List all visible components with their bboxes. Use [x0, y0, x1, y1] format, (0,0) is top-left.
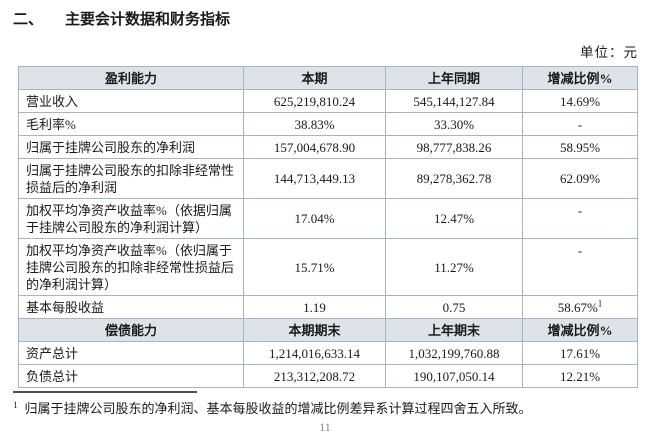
current-period-cell: 17.04% [243, 198, 386, 239]
table-row: 基本每股收益 1.19 0.75 58.67%1 [18, 295, 638, 319]
indicator-label-cell: 加权平均净资产收益率%（依归属于挂牌公司股东的扣除非经常性损益后的净利润计算） [18, 238, 244, 296]
footnote-divider [13, 391, 197, 393]
table-row: 资产总计 1,214,016,633.14 1,032,199,760.88 17.6… [18, 341, 638, 365]
prior-period-cell: 12.47% [385, 198, 523, 239]
table-header-cell: 增减比例% [522, 66, 638, 90]
current-period-cell: 1,214,016,633.14 [243, 341, 386, 365]
current-period-cell: 1.19 [243, 295, 386, 319]
indicator-label-cell: 营业收入 [18, 89, 244, 113]
prior-period-cell: 0.75 [385, 295, 523, 319]
prior-period-cell: 1,032,199,760.88 [385, 341, 523, 365]
footnote: 1 归属于挂牌公司股东的净利润、基本每股收益的增减比例差异系计算过程四舍五入所致。 [13, 398, 638, 417]
table-row: 营业收入 625,219,810.24 545,144,127.84 14.69% [18, 89, 638, 113]
indicator-label-cell: 基本每股收益 [18, 295, 244, 319]
unit-label: 单位：元 [580, 45, 638, 60]
page-number: 11 [319, 420, 331, 434]
footnote-reference: 1 [597, 298, 603, 309]
indicator-label-cell: 加权平均净资产收益率%（依据归属于挂牌公司股东的净利润计算） [18, 198, 244, 239]
indicator-label-cell: 归属于挂牌公司股东的净利润 [18, 135, 244, 159]
financial-indicators-table: 盈利能力 本期 上年同期 增减比例% 营业收入 625,219,810.24 545,144… [18, 66, 638, 388]
indicator-label-cell: 归属于挂牌公司股东的扣除非经常性损益后的净利润 [18, 158, 244, 199]
prior-period-cell: 545,144,127.84 [385, 89, 523, 113]
table-header-cell: 本期 [243, 66, 386, 90]
prior-period-cell: 190,107,050.14 [385, 364, 523, 388]
table-row: 毛利率% 38.83% 33.30% - [18, 112, 638, 136]
table-header-row: 偿债能力 本期期末 上年期末 增减比例% [18, 318, 638, 342]
change-ratio-cell: 14.69% [522, 89, 638, 113]
prior-period-cell: 89,278,362.78 [385, 158, 523, 199]
indicator-label-cell: 毛利率% [18, 112, 244, 136]
table-header-cell: 上年同期 [385, 66, 523, 90]
table-header-cell: 上年期末 [385, 318, 523, 342]
footnote-text: 归属于挂牌公司股东的净利润、基本每股收益的增减比例差异系计算过程四舍五入所致。 [24, 401, 532, 416]
change-ratio-cell: - [522, 198, 638, 239]
current-period-cell: 38.83% [243, 112, 386, 136]
change-ratio-cell: 58.67%1 [522, 295, 638, 319]
current-period-cell: 144,713,449.13 [243, 158, 386, 199]
table-row: 负债总计 213,312,208.72 190,107,050.14 12.21% [18, 364, 638, 388]
table-row: 加权平均净资产收益率%（依据归属于挂牌公司股东的净利润计算） 17.04% 12.4… [18, 198, 638, 239]
current-period-cell: 15.71% [243, 238, 386, 296]
change-ratio-cell: - [522, 238, 638, 296]
section-number: 二、 [13, 11, 44, 28]
footnote-marker: 1 [13, 399, 18, 410]
change-ratio-cell: 12.21% [522, 364, 638, 388]
table-header-cell: 偿债能力 [18, 318, 244, 342]
table-header-cell: 增减比例% [522, 318, 638, 342]
section-title: 二、 主要会计数据和财务指标 [13, 8, 230, 29]
indicator-label-cell: 资产总计 [18, 341, 244, 365]
table-row: 归属于挂牌公司股东的扣除非经常性损益后的净利润 144,713,449.13 89,… [18, 158, 638, 199]
table-row: 加权平均净资产收益率%（依归属于挂牌公司股东的扣除非经常性损益后的净利润计算） 1… [18, 238, 638, 296]
table-header-cell: 本期期末 [243, 318, 386, 342]
change-ratio-cell: 58.95% [522, 135, 638, 159]
current-period-cell: 213,312,208.72 [243, 364, 386, 388]
current-period-cell: 625,219,810.24 [243, 89, 386, 113]
indicator-label-cell: 负债总计 [18, 364, 244, 388]
table-header-cell: 盈利能力 [18, 66, 244, 90]
prior-period-cell: 33.30% [385, 112, 523, 136]
change-ratio-cell: - [522, 112, 638, 136]
table-row: 归属于挂牌公司股东的净利润 157,004,678.90 98,777,838.26… [18, 135, 638, 159]
change-ratio-cell: 62.09% [522, 158, 638, 199]
prior-period-cell: 98,777,838.26 [385, 135, 523, 159]
change-ratio-cell: 17.61% [522, 341, 638, 365]
prior-period-cell: 11.27% [385, 238, 523, 296]
table-header-row: 盈利能力 本期 上年同期 增减比例% [18, 66, 638, 90]
current-period-cell: 157,004,678.90 [243, 135, 386, 159]
section-title-text: 主要会计数据和财务指标 [65, 11, 231, 28]
